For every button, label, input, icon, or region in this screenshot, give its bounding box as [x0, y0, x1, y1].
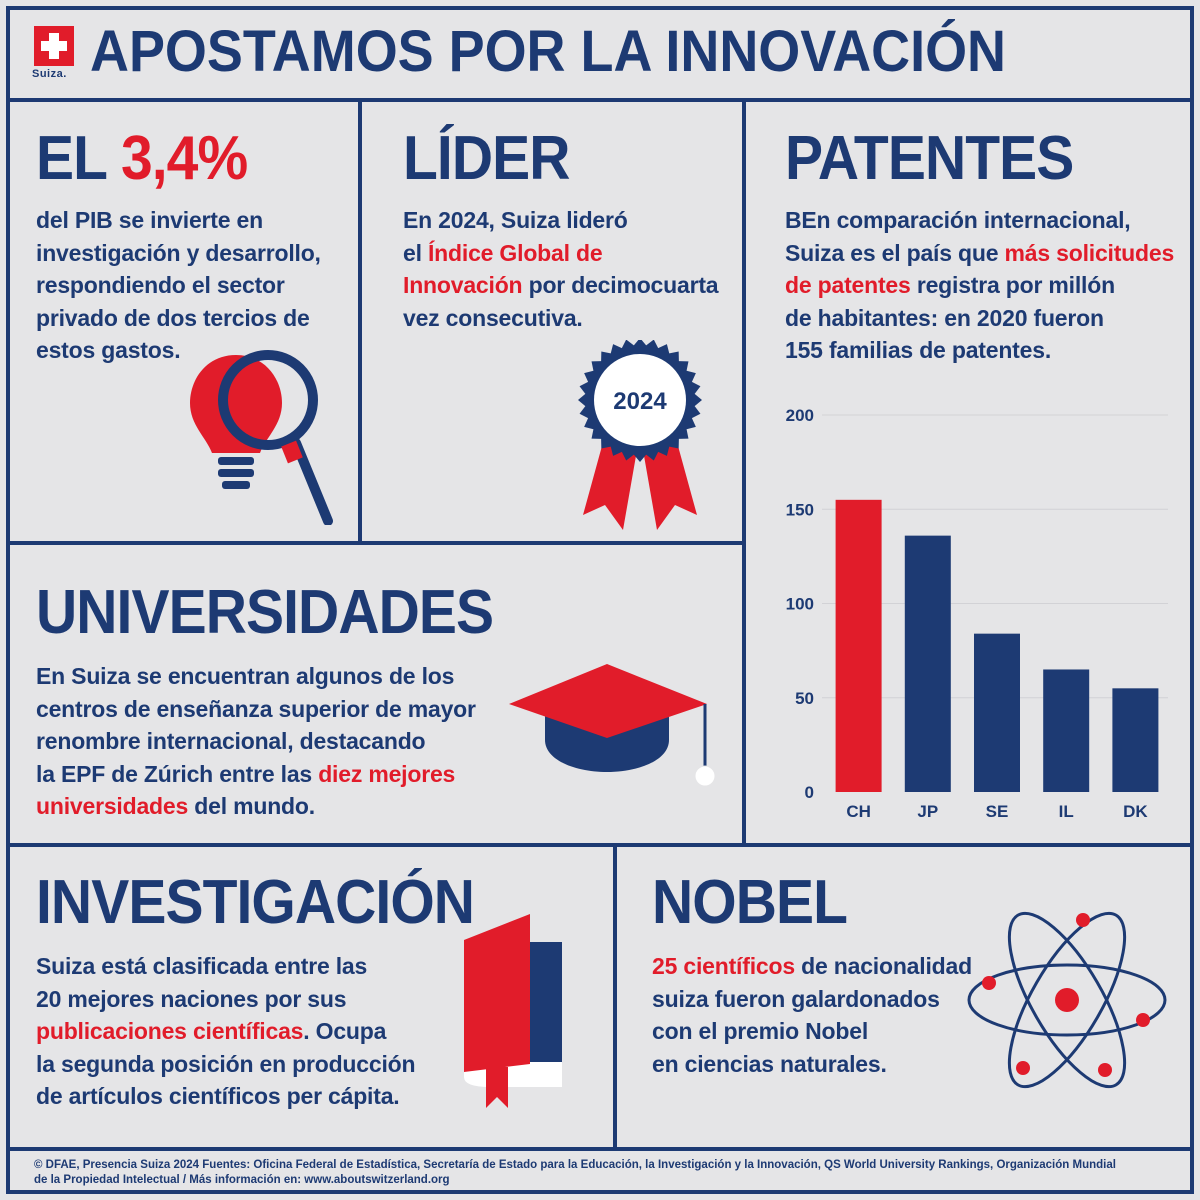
y-tick-label: 100 — [786, 595, 814, 614]
bar-se — [974, 633, 1020, 792]
bar-jp — [904, 535, 951, 792]
divider — [6, 843, 1194, 847]
y-tick-label: 0 — [805, 783, 814, 802]
lider-title: LÍDER — [403, 124, 570, 193]
pib-percent: 3,4% — [120, 124, 248, 193]
swiss-cross-icon — [34, 26, 74, 66]
nobel-section: NOBEL 25 científicos de nacionalidad sui… — [652, 868, 972, 1080]
bar-il — [1043, 669, 1090, 792]
patentes-section: PATENTES BEn comparación internacional, … — [785, 128, 1190, 367]
x-tick-label: CH — [846, 802, 871, 821]
book-icon — [464, 914, 562, 1108]
pib-title: EL 3,4% — [36, 124, 248, 193]
y-tick-label: 150 — [786, 500, 814, 519]
page-title: APOSTAMOS POR LA INNOVACIÓN — [90, 19, 1007, 84]
atom-icon — [967, 911, 1167, 1089]
nobel-title: NOBEL — [652, 868, 848, 937]
infographic-frame — [6, 6, 1194, 1194]
patentes-text: BEn comparación internacional, Suiza es … — [785, 207, 1175, 363]
investigacion-section: INVESTIGACIÓN Suiza está clasificada ent… — [36, 872, 606, 1113]
divider — [742, 102, 746, 844]
universidades-title: UNIVERSIDADES — [36, 578, 494, 647]
universidades-text: En Suiza se encuentran algunos de los ce… — [36, 663, 476, 819]
lider-section: LÍDER En 2024, Suiza lideró el Índice Gl… — [403, 128, 738, 334]
lightbulb-magnifier-icon — [190, 350, 333, 525]
x-tick-label: IL — [1059, 802, 1074, 821]
pib-section: EL 3,4% del PIB se invierte en investiga… — [36, 128, 356, 367]
bar-dk — [1112, 688, 1159, 792]
lider-text: En 2024, Suiza lideró el Índice Global d… — [403, 207, 719, 331]
divider — [358, 102, 362, 544]
x-tick-label: JP — [917, 802, 938, 821]
universidades-section: UNIVERSIDADES En Suiza se encuentran alg… — [36, 582, 736, 823]
badge-year: 2024 — [613, 388, 667, 415]
pib-text: del PIB se invierte en investigación y d… — [36, 207, 321, 363]
divider — [613, 847, 617, 1150]
nobel-text: 25 científicos de nacionalidad suiza fue… — [652, 953, 972, 1077]
investigacion-text: Suiza está clasificada entre las 20 mejo… — [36, 953, 416, 1109]
y-tick-label: 50 — [795, 689, 814, 708]
graduation-cap-icon — [509, 664, 716, 787]
y-tick-label: 200 — [786, 406, 814, 425]
footer-credits: © DFAE, Presencia Suiza 2024 Fuentes: Of… — [34, 1159, 1116, 1186]
patent-bar-chart: 0 50 100 150 200 CH JP SE IL DK — [786, 406, 1168, 821]
divider — [6, 1147, 1194, 1151]
patentes-title: PATENTES — [785, 124, 1074, 193]
x-tick-label: SE — [986, 802, 1009, 821]
x-tick-label: DK — [1123, 802, 1148, 821]
investigacion-title: INVESTIGACIÓN — [36, 868, 475, 937]
divider — [6, 541, 746, 545]
logo-label: Suiza. — [32, 68, 67, 80]
bar-ch — [835, 499, 882, 792]
rosette-badge-icon: 2024 — [578, 340, 702, 530]
divider — [6, 98, 1194, 102]
